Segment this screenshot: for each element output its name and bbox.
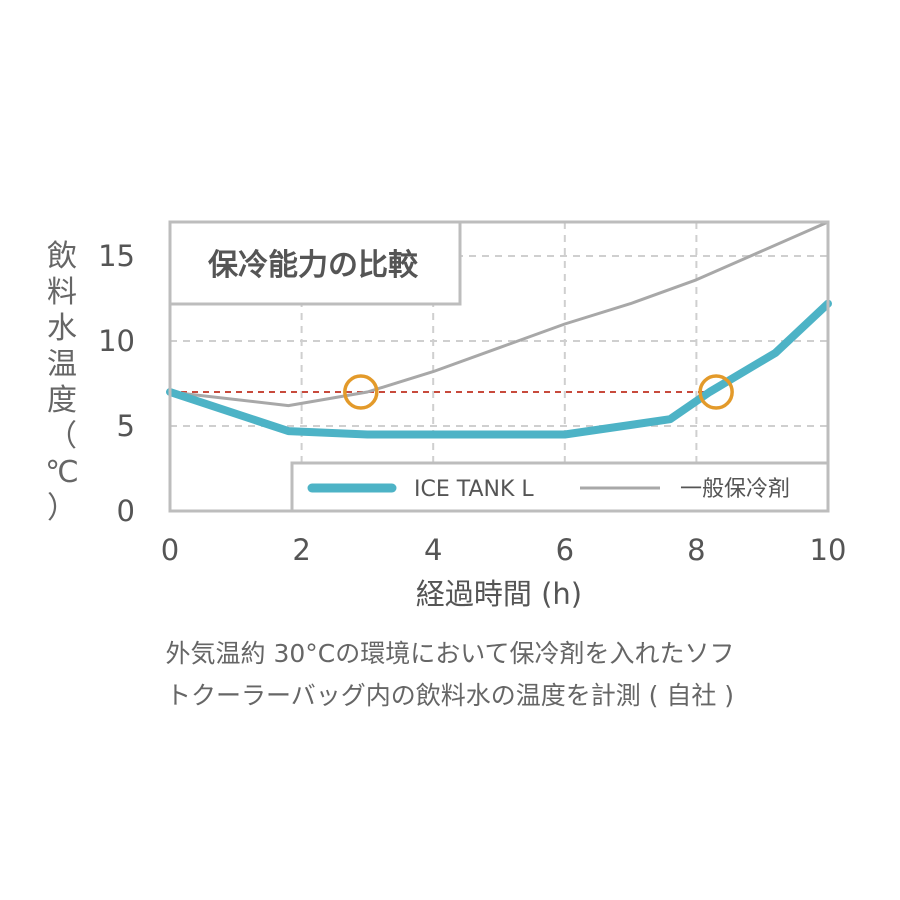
series-line-1 <box>168 220 830 408</box>
x-tick-label-4: 4 <box>424 533 442 567</box>
marker-circle-1 <box>698 374 734 410</box>
y-tick-label-5: 5 <box>117 409 135 443</box>
tick-labels: 0 2 4 6 8 10 0 5 10 15 <box>98 239 846 567</box>
y-axis-label-char: 度 <box>47 383 77 418</box>
y-tick-label-15: 15 <box>98 239 135 273</box>
legend-label-ice-tank: ICE TANK L <box>414 477 534 502</box>
y-axis-label-char: 水 <box>47 311 77 346</box>
y-axis-label-char: 飲 <box>47 239 77 274</box>
x-tick-label-10: 10 <box>810 533 847 567</box>
y-axis-label-char: 料 <box>47 275 77 310</box>
y-axis-label-char: 温 <box>47 347 77 382</box>
marker-circle-0 <box>343 374 379 410</box>
caption-line-1: 外気温約 30°Cの環境において保冷剤を入れたソフ <box>165 639 735 668</box>
series-line-0 <box>166 299 832 439</box>
marker-group <box>343 374 734 410</box>
y-axis-label-char: （ <box>47 419 77 454</box>
caption-line-2: トクーラーバッグ内の飲料水の温度を計測 ( 自社 ) <box>165 681 735 710</box>
x-tick-label-8: 8 <box>687 533 705 567</box>
legend-label-general: 一般保冷剤 <box>680 477 790 502</box>
x-tick-label-0: 0 <box>161 533 179 567</box>
y-tick-label-10: 10 <box>98 324 135 358</box>
title-box <box>168 220 462 306</box>
series-group <box>166 220 832 439</box>
x-tick-label-6: 6 <box>556 533 574 567</box>
legend-box <box>290 461 830 513</box>
y-tick-label-0: 0 <box>117 494 135 528</box>
y-axis-label-char: ℃ <box>45 455 79 490</box>
y-axis-label-char: ） <box>47 491 77 526</box>
x-axis-label: 経過時間 (h) <box>416 577 582 611</box>
chart-title: 保冷能力の比較 <box>208 248 419 283</box>
x-tick-label-2: 2 <box>292 533 310 567</box>
